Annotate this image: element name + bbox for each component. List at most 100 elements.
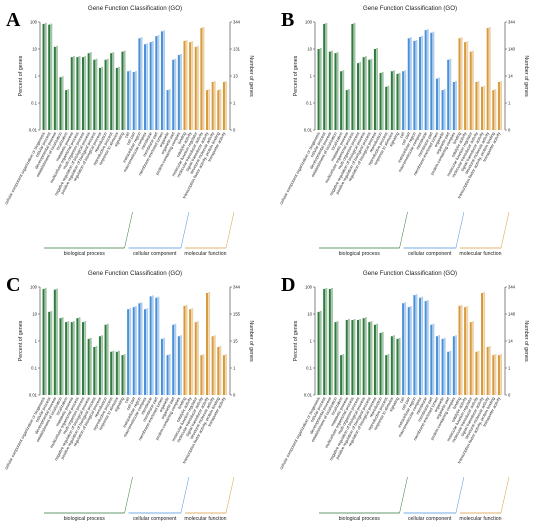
bar [200,27,203,131]
group-label: biological process [339,251,381,257]
bar-shadow [78,317,81,395]
y-tick-label: 1 [35,338,38,343]
bar [149,296,152,395]
bar [396,338,399,395]
bar [172,59,175,130]
y-tick-label: 0.01 [29,127,38,132]
bar [464,42,467,130]
bar-shadow [336,52,339,130]
group-label: biological process [339,516,381,522]
y-tick-label: 0.01 [304,392,313,397]
bar [368,322,371,395]
y-tick-label: 1 [310,73,313,78]
bar [334,322,337,395]
bar-shadow [331,287,333,395]
group-bracket-diag [399,476,408,514]
bar [104,59,107,130]
group-label: molecular function [184,251,226,257]
bar [144,44,147,130]
bar-shadow [472,50,474,130]
group-bracket-diag [180,476,190,514]
category-label: cell part [400,395,411,410]
bar [396,73,399,130]
bar [458,305,461,395]
bar [138,38,141,131]
bar-shadow [466,41,469,130]
bar-shadow [381,331,384,395]
bar [206,292,209,395]
y2-tick-label: 14 [508,73,513,78]
bar-shadow [73,321,75,395]
category-label: binding [176,396,186,410]
bar [373,49,376,130]
bar [351,23,354,131]
group-label: cellular component [133,516,177,522]
bar-shadow [157,296,160,395]
y-axis-title: Percent of genes [18,55,24,96]
bar-shadow [387,354,390,395]
bar-shadow [483,291,486,395]
bar [42,23,45,131]
bar-shadow [135,306,137,395]
category-label: signaling [113,396,125,412]
bar-shadow [163,337,166,395]
bar [110,53,113,130]
bar [447,59,450,130]
bar-shadow [208,291,211,395]
bar-shadow [174,58,177,130]
bar-shadow [78,56,81,131]
bar-shadow [123,354,126,395]
y-axis-title: Percent of genes [18,320,24,361]
bar [222,355,225,395]
bar [82,57,85,131]
bar [172,324,175,395]
bar-shadow [174,323,177,395]
y2-tick-label: 1 [233,100,236,105]
bar [82,322,85,395]
bar-shadow [376,48,379,130]
bar [402,303,405,395]
category-label: cell part [125,395,136,410]
bar [317,311,320,395]
group-bracket-diag [225,476,235,514]
bar-shadow [325,287,328,395]
bar [87,338,90,395]
category-label: binding [451,396,461,410]
bar [390,336,393,395]
bar-shadow [67,89,70,130]
y-tick-label: 1 [35,73,38,78]
bar-shadow [106,323,109,395]
chart-panel-d: D Gene Function Classification (GO) 0.01 0.… [278,270,529,522]
bar-shadow [500,354,503,395]
bar [323,23,326,131]
bar [155,297,158,395]
bar [497,81,500,130]
group-bracket-diag [124,211,133,249]
bar-shadow [50,23,53,130]
y-tick-label: 10 [307,46,312,51]
bar [379,332,382,395]
bar-shadow [112,350,115,395]
bar [144,309,147,395]
bar [166,90,169,130]
bar-shadow [319,310,322,395]
bar [59,318,62,395]
bar [194,322,197,395]
category-label: binding [451,131,461,145]
bar [317,49,320,130]
y-tick-label: 10 [32,311,37,316]
bar [127,309,130,395]
bar [115,351,118,395]
bar-shadow [393,70,395,130]
bar [345,90,348,130]
category-label: cell part [400,130,411,145]
bar [458,38,461,131]
bar [407,307,410,395]
bar [447,351,450,395]
chart-title: Gene Function Classification (GO) [88,270,182,277]
bar [385,355,388,395]
bar-shadow [319,48,322,130]
bar [211,81,214,130]
group-label: cellular component [133,251,177,257]
bar-shadow [157,35,160,131]
